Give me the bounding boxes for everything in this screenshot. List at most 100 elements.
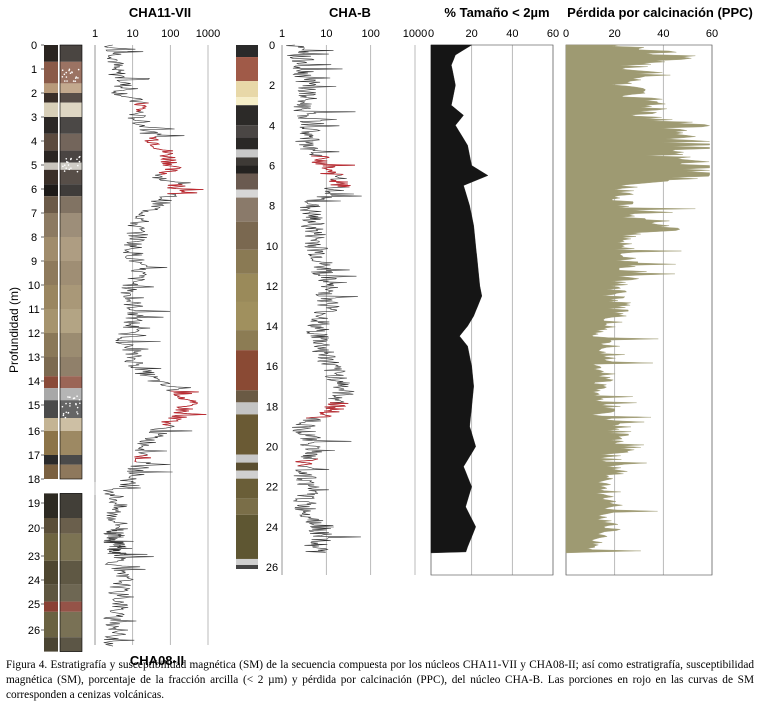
strat-layer — [44, 45, 58, 62]
strat-texture-dot — [76, 412, 79, 415]
depth-tick-label: 18 — [28, 474, 40, 486]
strat-texture-dot — [65, 161, 68, 163]
strat-frame — [59, 44, 83, 480]
depth-tick-label: 4 — [31, 136, 37, 148]
strat-layer-log — [60, 464, 82, 479]
strat-layer-log — [60, 431, 82, 455]
panel-sm-cha-b: 1 10 100 1000 — [279, 28, 427, 575]
depth-tick-label: 7 — [31, 208, 37, 220]
title-ppc: Pérdida por calcinación (PPC) — [567, 5, 753, 20]
strat-layer — [44, 237, 58, 261]
strat-frame — [59, 493, 83, 652]
strat-layer — [236, 498, 258, 515]
strat-texture-dot — [78, 156, 81, 159]
strat-texture-dot — [65, 167, 67, 170]
strat-layer-log — [60, 455, 82, 465]
strat-layer — [236, 330, 258, 351]
strat-layer-log — [60, 102, 82, 117]
strat-texture-dot — [65, 157, 68, 160]
depth-tick-label: 5 — [31, 160, 37, 172]
strat-texture-dot — [61, 405, 64, 408]
strat-layer — [236, 402, 258, 415]
strat-layer — [236, 564, 258, 570]
strat-layer-log — [60, 560, 82, 585]
strat-texture-dot — [62, 414, 65, 417]
strat-layer — [44, 285, 58, 309]
depth-tick-label: 14 — [266, 321, 278, 333]
strat-texture-dot — [78, 160, 81, 163]
depth-tick-label: 6 — [31, 184, 37, 196]
strat-layer — [44, 184, 58, 197]
strat-texture-dot — [69, 396, 71, 399]
strat-layer — [44, 584, 58, 602]
depth-tick-label: 3 — [31, 112, 37, 124]
strat-layer — [236, 173, 258, 190]
strat-layer-log — [60, 584, 82, 602]
title-cha-b: CHA-B — [329, 5, 371, 20]
strat-texture-dot — [69, 158, 72, 161]
strat-layer — [236, 197, 258, 222]
strat-texture-dot — [61, 69, 64, 72]
x-tick-label: 10 — [127, 28, 139, 40]
depth-tick-label: 12 — [28, 328, 40, 340]
strat-layer — [44, 518, 58, 534]
strat-layer — [236, 137, 258, 150]
strat-layer — [44, 83, 58, 93]
strat-layer — [44, 196, 58, 213]
depth-tick-label: 18 — [266, 401, 278, 413]
strat-layer — [44, 611, 58, 638]
depth-tick-label: 26 — [266, 562, 278, 574]
strat-layer-log — [60, 162, 82, 170]
strat-texture-dot — [65, 402, 67, 405]
panel-sm-cha11-vii: 1 10 100 1000 — [92, 28, 220, 647]
strat-layer — [236, 81, 258, 98]
strat-layer-log — [60, 93, 82, 103]
strat-texture-dot — [68, 69, 70, 72]
strat-texture-dot — [76, 411, 78, 413]
strat-texture-dot — [66, 80, 68, 82]
strat-layer — [236, 157, 258, 166]
strat-texture-dot — [76, 406, 79, 409]
strat-layer-log — [60, 261, 82, 285]
depth-tick-label: 24 — [266, 522, 278, 534]
strat-layer-log — [60, 196, 82, 213]
sm-ash-segment — [134, 454, 152, 463]
sm-ash-segment — [134, 102, 149, 112]
strat-layer — [236, 558, 258, 565]
strat-layer-log — [60, 388, 82, 401]
strat-layer-log — [60, 150, 82, 163]
strat-texture-dot — [69, 72, 72, 75]
strat-layer-log — [60, 184, 82, 197]
strat-texture-dot — [63, 73, 66, 76]
depth-tick-label: 9 — [31, 256, 37, 268]
strat-layer — [236, 149, 258, 158]
strat-layer — [44, 61, 58, 84]
strat-texture-dot — [76, 158, 78, 161]
strat-layer-log — [60, 45, 82, 62]
strat-layer — [236, 125, 258, 138]
strat-texture-dot — [65, 76, 68, 78]
depth-tick-label: 26 — [28, 625, 40, 637]
sm-curve — [103, 44, 207, 647]
strat-texture-dot — [76, 170, 79, 173]
x-tick-label: 10 — [320, 28, 332, 40]
strat-texture-dot — [67, 411, 70, 414]
depth-tick-label: 10 — [266, 241, 278, 253]
strat-layer-log — [60, 518, 82, 534]
strat-layer — [236, 514, 258, 559]
sm-ash-segment — [329, 179, 351, 188]
panel-ppc: 0 20 40 60 — [563, 28, 718, 576]
strat-layer — [236, 273, 258, 302]
x-tick-label: 100 — [361, 28, 379, 40]
strat-layer — [44, 376, 58, 389]
panel-clay: 0 20 40 60 — [428, 28, 559, 576]
strat-texture-dot — [77, 68, 80, 71]
x-tick-label: 1000 — [403, 28, 427, 40]
x-tick-label: 60 — [706, 28, 718, 40]
strat-layer — [236, 414, 258, 455]
strat-layer — [44, 431, 58, 455]
strat-layer — [236, 350, 258, 391]
sm-ash-segment — [144, 136, 182, 175]
strat-layer — [236, 454, 258, 463]
depth-tick-label: 20 — [28, 523, 40, 535]
